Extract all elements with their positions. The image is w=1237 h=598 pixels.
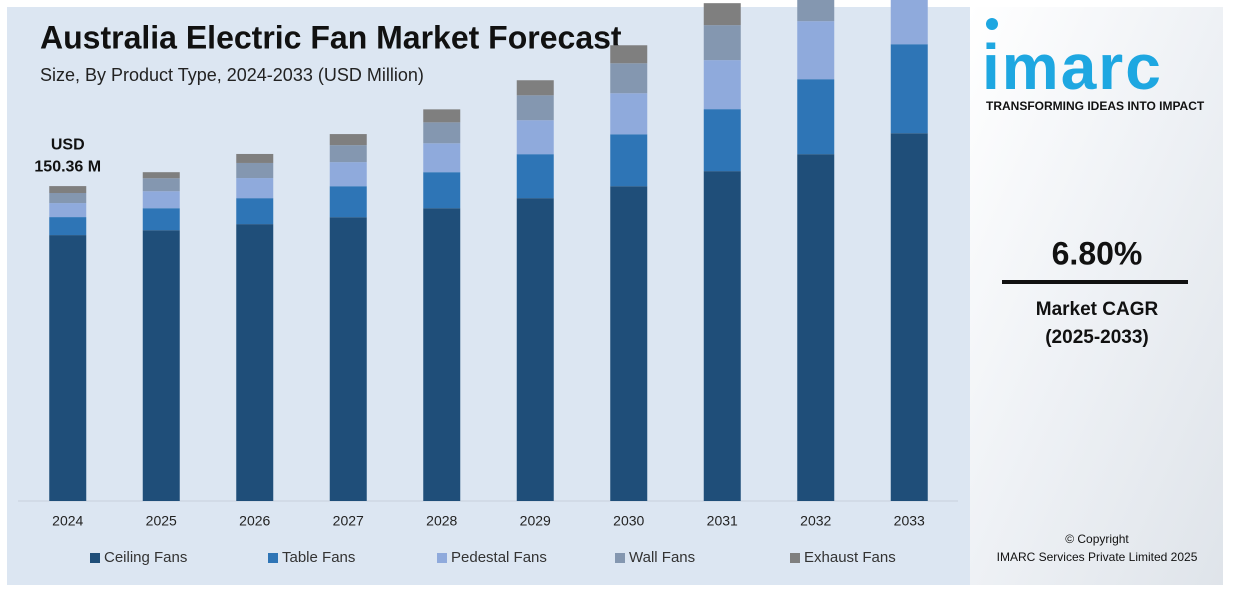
cagr-label: (2025-2033) [1045, 327, 1149, 348]
bar-segment [329, 186, 367, 218]
bar-segment [142, 178, 180, 192]
bar-segment [890, 0, 928, 45]
cagr-label: Market CAGR [1036, 299, 1159, 320]
bar-segment [423, 208, 461, 501]
legend-swatch [268, 553, 278, 563]
legend-label: Ceiling Fans [104, 549, 187, 566]
bar-segment [610, 63, 648, 94]
legend-label: Pedestal Fans [451, 549, 547, 566]
bar-segment [516, 80, 554, 96]
legend-swatch [90, 553, 100, 563]
bar-segment [797, 79, 835, 155]
bar-segment [142, 172, 180, 179]
bar-segment [142, 208, 180, 231]
legend-swatch [790, 553, 800, 563]
bar-segment [516, 154, 554, 199]
x-tick-label: 2033 [894, 513, 925, 529]
bar-segment [329, 134, 367, 146]
side-panel [970, 7, 1223, 585]
x-tick-label: 2025 [146, 513, 177, 529]
legend-label: Wall Fans [629, 549, 695, 566]
legend-label: Exhaust Fans [804, 549, 896, 566]
logo: imarc [982, 31, 1163, 103]
x-tick-label: 2026 [239, 513, 270, 529]
bar-segment [423, 172, 461, 209]
bar-segment [610, 45, 648, 64]
bar-segment [236, 178, 274, 199]
bar-segment [610, 186, 648, 502]
tagline: TRANSFORMING IDEAS INTO IMPACT [986, 99, 1205, 113]
bar-segment [49, 203, 87, 218]
bar-segment [516, 95, 554, 121]
bar-segment [703, 25, 741, 61]
bar-segment [329, 217, 367, 501]
copyright: IMARC Services Private Limited 2025 [997, 550, 1198, 564]
bar-segment [797, 21, 835, 80]
total-label: 150.36 M [34, 158, 101, 175]
bar-segment [890, 133, 928, 501]
bar-segment [703, 109, 741, 172]
bar-segment [49, 193, 87, 204]
bar-segment [610, 134, 648, 187]
bar-segment [703, 171, 741, 501]
x-tick-label: 2031 [707, 513, 738, 529]
x-tick-label: 2024 [52, 513, 83, 529]
bar-segment [142, 191, 180, 209]
bar-segment [329, 145, 367, 163]
cagr-value: 6.80% [1052, 235, 1143, 271]
x-tick-label: 2032 [800, 513, 831, 529]
bar-segment [423, 143, 461, 173]
legend-swatch [437, 553, 447, 563]
chart-title: Australia Electric Fan Market Forecast [40, 19, 622, 55]
bar-segment [890, 44, 928, 134]
total-label: USD [51, 136, 85, 153]
bar-segment [797, 0, 835, 22]
bar-segment [703, 3, 741, 26]
bar-segment [329, 162, 367, 187]
x-tick-label: 2027 [333, 513, 364, 529]
bar-segment [423, 109, 461, 123]
bar-segment [49, 186, 87, 194]
x-tick-label: 2030 [613, 513, 644, 529]
x-tick-label: 2028 [426, 513, 457, 529]
chart-subtitle: Size, By Product Type, 2024-2033 (USD Mi… [40, 65, 424, 85]
x-tick-label: 2029 [520, 513, 551, 529]
bar-segment [142, 230, 180, 501]
copyright: © Copyright [1065, 532, 1129, 546]
legend-label: Table Fans [282, 549, 355, 566]
bar-segment [516, 120, 554, 155]
bar-segment [236, 162, 274, 179]
bar-segment [49, 235, 87, 501]
bar-segment [423, 122, 461, 144]
bar-segment [516, 198, 554, 501]
bar-segment [610, 93, 648, 135]
logo-dot [986, 18, 998, 30]
bar-segment [236, 198, 274, 225]
bar-segment [236, 224, 274, 502]
legend-swatch [615, 553, 625, 563]
bar-segment [49, 217, 87, 236]
bar-segment [236, 153, 274, 163]
bar-segment [797, 154, 835, 502]
bar-segment [703, 60, 741, 110]
